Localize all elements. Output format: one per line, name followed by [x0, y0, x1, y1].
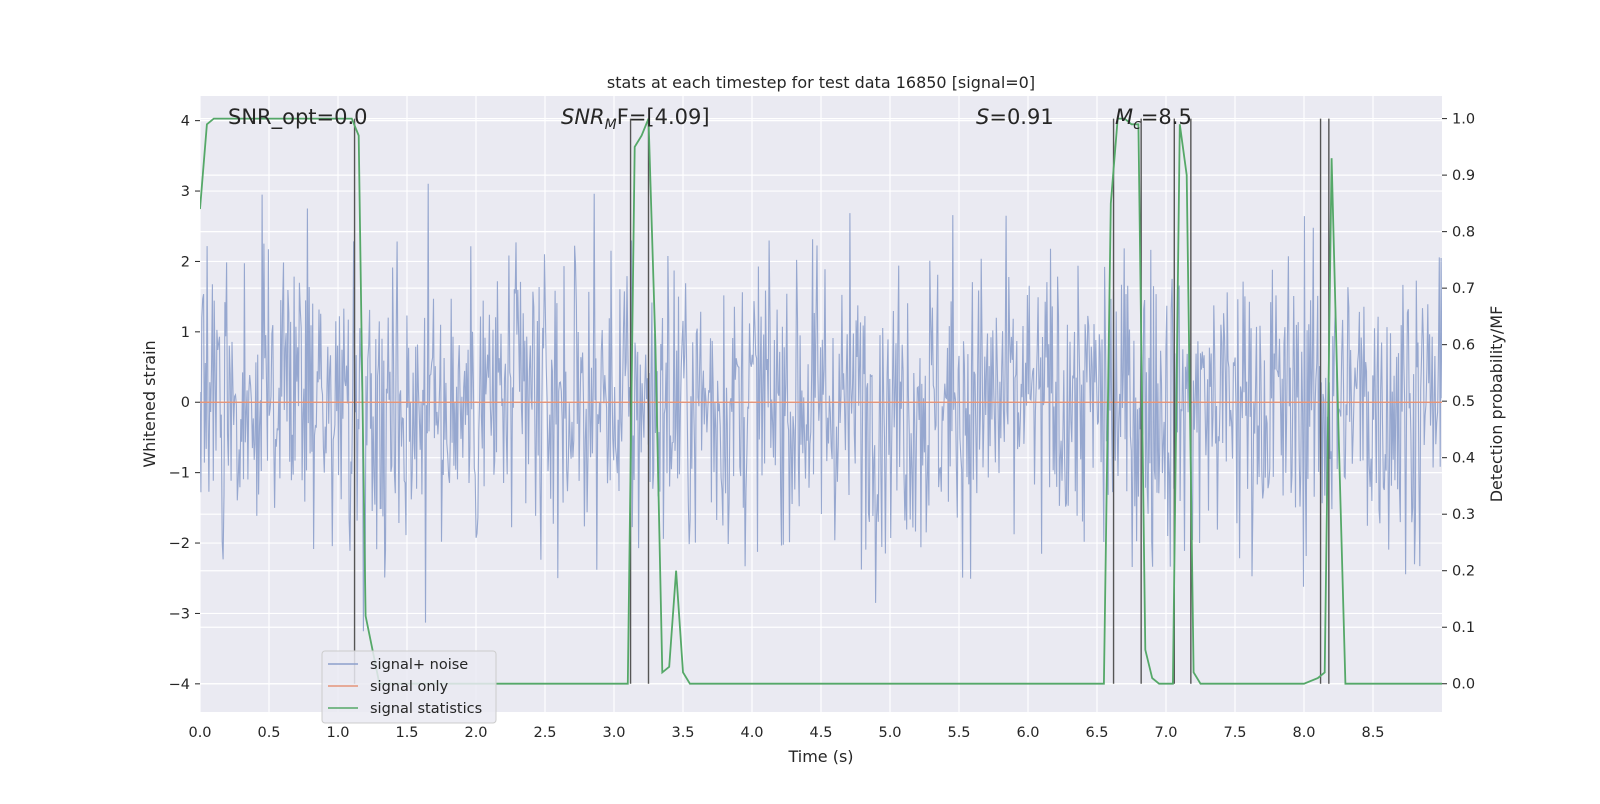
y-tick-right-label: 0.2	[1452, 564, 1475, 580]
legend-label-signal-statistics: signal statistics	[370, 701, 482, 717]
annotation-s-symbol: S	[976, 105, 989, 129]
y-tick-left-label: 2	[181, 254, 190, 270]
annotations: SNR_opt=0.0 SNRMF=[4.09] S=0.91 Mc=8.5	[228, 105, 1192, 133]
x-tick-label: 0.0	[188, 725, 211, 741]
x-tick-label: 8.5	[1361, 725, 1384, 741]
y-axis-right-label: Detection probability/MF	[1487, 306, 1506, 503]
y-tick-left-label: −4	[169, 677, 190, 693]
x-tick-label: 6.0	[1016, 725, 1039, 741]
y-tick-right-label: 1.0	[1452, 112, 1475, 128]
annotation-s-value: =0.91	[989, 105, 1053, 129]
x-tick-label: 2.0	[464, 725, 487, 741]
legend-box	[321, 650, 497, 724]
y-tick-right-label: 0.5	[1452, 394, 1475, 410]
x-tick-label: 6.5	[1085, 725, 1108, 741]
series-signal-plus-noise	[200, 183, 1442, 632]
x-tick-label: 5.5	[947, 725, 970, 741]
y-tick-left-label: 4	[181, 114, 190, 130]
annotation-snr-opt: SNR_opt=0.0	[228, 105, 368, 130]
y-tick-left-label: 1	[181, 325, 190, 341]
x-axis-label: Time (s)	[787, 747, 853, 766]
y-tick-right-label: 0.7	[1452, 281, 1475, 297]
x-tick-label: 4.5	[809, 725, 832, 741]
annotation-mc: Mc=8.5	[1115, 105, 1192, 133]
x-tick-label: 0.5	[257, 725, 280, 741]
x-tick-label: 2.5	[533, 725, 556, 741]
y-axis-left-ticks: −4 −3 −2 −1 0 1 2 3 4	[169, 114, 200, 693]
y-tick-right-label: 0.6	[1452, 338, 1475, 354]
legend: signal+ noise signal only signal statist…	[321, 650, 497, 724]
x-tick-label: 3.0	[602, 725, 625, 741]
y-tick-right-label: 0.1	[1452, 620, 1475, 636]
x-tick-label: 8.0	[1292, 725, 1315, 741]
legend-label-signal-plus-noise: signal+ noise	[370, 657, 468, 673]
y-tick-right-label: 0.9	[1452, 168, 1475, 184]
annotation-mc-subscript: c	[1133, 117, 1141, 133]
noise-line	[200, 183, 1442, 632]
annotation-s: S=0.91	[976, 105, 1054, 129]
y-tick-right-label: 0.8	[1452, 225, 1475, 241]
y-tick-right-label: 0.3	[1452, 507, 1475, 523]
y-axis-left-label: Whitened strain	[140, 340, 159, 467]
y-tick-left-label: 3	[181, 184, 190, 200]
y-tick-left-label: −1	[169, 466, 190, 482]
annotation-mc-value: =8.5	[1141, 105, 1192, 129]
x-axis-ticks: 0.0 0.5 1.0 1.5 2.0 2.5 3.0 3.5 4.0 4.5 5.0 5.5 6.0 6…	[188, 725, 1384, 741]
annotation-snr-mf-m: M	[605, 117, 617, 133]
annotation-mc-symbol: M	[1115, 105, 1133, 129]
y-tick-right-label: 0.0	[1452, 677, 1475, 693]
annotation-snr-mf-snr: SNR	[561, 105, 605, 129]
y-tick-left-label: 0	[181, 395, 190, 411]
y-tick-left-label: −3	[169, 606, 190, 622]
x-tick-label: 1.0	[326, 725, 349, 741]
x-tick-label: 1.5	[395, 725, 418, 741]
x-tick-label: 4.0	[740, 725, 763, 741]
chart-title: stats at each timestep for test data 168…	[607, 73, 1035, 92]
x-tick-label: 7.0	[1154, 725, 1177, 741]
x-tick-label: 7.5	[1223, 725, 1246, 741]
y-axis-right-ticks: 0.0 0.1 0.2 0.3 0.4 0.5 0.6 0.7 0.8 0.9 1.0	[1442, 112, 1475, 693]
y-tick-right-label: 0.4	[1452, 451, 1475, 467]
x-tick-label: 3.5	[671, 725, 694, 741]
annotation-snr-mf-value: F=[4.09]	[617, 105, 710, 129]
y-tick-left-label: −2	[169, 536, 190, 552]
legend-label-signal-only: signal only	[370, 679, 449, 695]
annotation-snr-mf: SNRMF=[4.09]	[561, 105, 710, 133]
x-tick-label: 5.0	[878, 725, 901, 741]
